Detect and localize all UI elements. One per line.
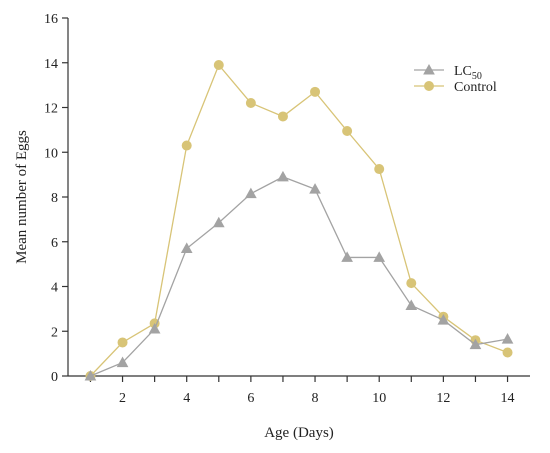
y-tick-label: 0: [51, 370, 58, 385]
data-point-control: [310, 86, 321, 97]
data-point-lc: [373, 251, 386, 262]
y-tick-label: 2: [51, 325, 58, 340]
x-tick-label: 14: [501, 391, 515, 406]
series-line-control: [89, 63, 508, 377]
data-point-control: [374, 164, 385, 175]
data-point-lc: [277, 170, 289, 182]
legend-marker-lc: [423, 63, 435, 75]
data-point-lc: [148, 322, 161, 334]
data-point-lc: [405, 299, 418, 311]
y-tick-label: 8: [51, 191, 58, 206]
data-point-lc: [469, 338, 482, 350]
y-tick-label: 4: [51, 281, 58, 296]
data-point-control: [277, 111, 288, 122]
x-tick-label: 4: [183, 391, 190, 406]
legend-marker-control: [424, 81, 434, 91]
legend-label-control: Control: [454, 80, 497, 95]
x-tick-label: 12: [436, 391, 450, 406]
x-tick-label: 6: [247, 391, 254, 406]
data-point-control: [213, 59, 224, 70]
data-point-lc: [309, 183, 321, 194]
data-point-control: [406, 278, 417, 289]
y-tick-label: 12: [44, 102, 58, 117]
y-axis-title: Mean number of Eggs: [14, 130, 30, 264]
y-tick-label: 16: [44, 12, 58, 27]
legend-item-control: Control: [414, 80, 497, 95]
data-point-control: [502, 347, 513, 358]
data-point-lc: [116, 356, 129, 368]
data-point-lc: [245, 187, 257, 199]
data-point-lc: [341, 251, 353, 262]
data-point-control: [117, 337, 128, 348]
x-tick-label: 10: [372, 391, 386, 406]
y-tick-label: 10: [44, 146, 58, 161]
y-tick-label: 14: [44, 57, 58, 72]
data-point-lc: [437, 314, 450, 325]
y-tick-label: 6: [51, 236, 58, 251]
series-line-lc: [90, 176, 508, 377]
data-point-control: [245, 98, 256, 109]
x-axis-title: Age (Days): [264, 425, 334, 441]
series-lc: [84, 170, 514, 381]
data-point-control: [342, 125, 353, 136]
data-point-lc: [180, 242, 193, 253]
data-point-lc: [212, 216, 225, 228]
data-point-lc: [84, 369, 97, 381]
data-point-lc: [501, 333, 514, 344]
x-tick-label: 8: [312, 391, 319, 406]
data-point-control: [181, 140, 192, 151]
x-tick-label: 2: [119, 391, 126, 406]
